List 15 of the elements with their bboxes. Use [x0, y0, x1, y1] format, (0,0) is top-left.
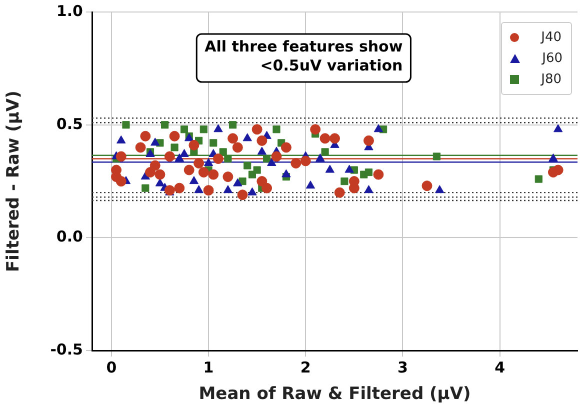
legend-label: J80: [541, 71, 562, 89]
x-axis-title: Mean of Raw & Filtered (μV): [198, 384, 471, 404]
x-tick-label: 0: [106, 358, 117, 376]
y-tick-label: 1.0: [56, 2, 83, 20]
y-tick-label: 0.0: [56, 228, 83, 246]
x-tick-label: 4: [494, 358, 506, 376]
x-tick-label: 2: [300, 358, 311, 376]
y-tick-label: -0.5: [50, 340, 83, 358]
y-axis-title: Filtered - Raw (μV): [4, 90, 24, 272]
y-tick-label: 0.5: [56, 114, 83, 133]
legend-label: J60: [542, 50, 562, 68]
legend-label: J40: [541, 29, 562, 47]
x-tick-label: 1: [203, 358, 214, 376]
x-tick-label: 3: [398, 358, 408, 376]
annotation: All three features show <0.5uV variation: [204, 37, 403, 74]
